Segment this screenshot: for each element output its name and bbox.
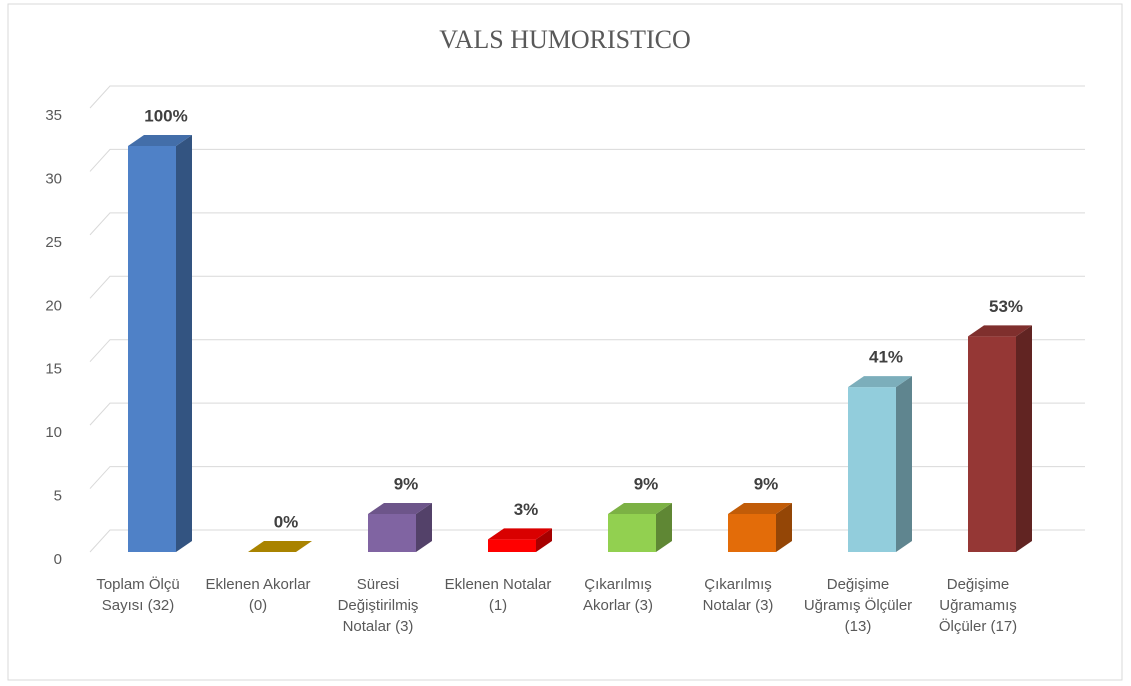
bar-side bbox=[176, 135, 192, 553]
data-label: 9% bbox=[394, 474, 419, 493]
y-tick-label: 20 bbox=[45, 297, 62, 314]
bar-side bbox=[1016, 325, 1032, 552]
data-label: 100% bbox=[144, 107, 187, 126]
chart-title: VALS HUMORISTICO bbox=[439, 25, 691, 54]
grid-line bbox=[89, 148, 1085, 172]
grid-line bbox=[89, 275, 1085, 299]
bar-top bbox=[608, 502, 672, 514]
grid-line bbox=[89, 212, 1085, 236]
grid-line bbox=[89, 339, 1085, 363]
y-tick-label: 5 bbox=[54, 488, 62, 505]
bar-front bbox=[608, 513, 656, 552]
bar bbox=[128, 135, 192, 553]
x-tick-label: Toplam Ölçü Sayısı (32) bbox=[96, 576, 180, 614]
bar-top bbox=[848, 376, 912, 388]
bar-top bbox=[248, 541, 312, 552]
bar-top bbox=[728, 502, 792, 514]
x-tick-label: Değişime Uğramamış Ölçüler (17) bbox=[938, 576, 1018, 635]
y-tick-label: 15 bbox=[45, 361, 62, 378]
bar bbox=[968, 325, 1032, 552]
data-label: 9% bbox=[634, 474, 659, 493]
y-tick-label: 0 bbox=[54, 551, 62, 568]
x-tick-label: Süresi Değiştirilmiş Notalar (3) bbox=[337, 576, 419, 635]
y-tick-label: 30 bbox=[45, 170, 62, 187]
bar bbox=[368, 502, 432, 552]
bar-side bbox=[656, 502, 672, 552]
x-tick-label: Çıkarılmış Notalar (3) bbox=[702, 576, 774, 614]
bar-top bbox=[128, 135, 192, 147]
bar-front bbox=[128, 146, 176, 553]
bar-front bbox=[368, 513, 416, 552]
y-tick-label: 10 bbox=[45, 424, 62, 441]
bar bbox=[608, 502, 672, 552]
x-tick-label: Çıkarılmış Akorlar (3) bbox=[582, 576, 653, 614]
bar-front bbox=[848, 387, 896, 552]
bar-front bbox=[968, 336, 1016, 552]
data-label: 53% bbox=[989, 297, 1023, 316]
data-label: 41% bbox=[869, 348, 903, 367]
bar bbox=[848, 376, 912, 552]
bar bbox=[248, 541, 312, 552]
x-tick-label: Değişime Uğramış Ölçüler (13) bbox=[803, 576, 913, 635]
bar-side bbox=[536, 528, 552, 552]
bar-side bbox=[776, 502, 792, 552]
bar-side bbox=[416, 502, 432, 552]
grid-line bbox=[89, 85, 1085, 109]
data-label: 3% bbox=[514, 500, 539, 519]
x-tick-label: Eklenen Akorlar (0) bbox=[205, 576, 311, 614]
grid-line bbox=[89, 466, 1085, 489]
grid-line bbox=[89, 402, 1085, 426]
bar-top bbox=[968, 325, 1032, 337]
bar-front bbox=[488, 539, 536, 552]
bar-side bbox=[896, 376, 912, 552]
chart-frame bbox=[7, 3, 1123, 681]
data-label: 9% bbox=[754, 474, 779, 493]
y-tick-label: 35 bbox=[45, 107, 62, 124]
bar-top bbox=[368, 502, 432, 514]
x-tick-label: Eklenen Notalar (1) bbox=[444, 576, 552, 614]
bar-front bbox=[728, 513, 776, 552]
bar bbox=[488, 528, 552, 552]
bar bbox=[728, 502, 792, 552]
y-tick-label: 25 bbox=[45, 234, 62, 251]
data-label: 0% bbox=[274, 512, 299, 531]
bar-top bbox=[488, 528, 552, 540]
